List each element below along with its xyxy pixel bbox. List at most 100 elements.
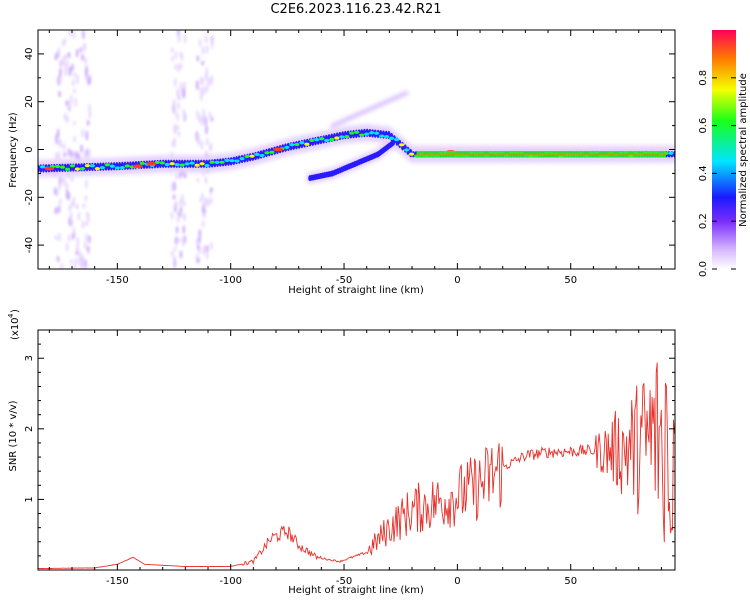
speckle-dot (174, 172, 178, 180)
snr-y-unit-exponent: 4 (7, 313, 15, 318)
hotspot (339, 135, 345, 139)
core-blob (672, 151, 675, 158)
speckle-dot (73, 88, 77, 94)
hotspot (179, 163, 185, 167)
speckle-dot (170, 250, 174, 257)
speckle-dot (80, 259, 84, 267)
speckle-dot (177, 131, 181, 137)
hotspot (299, 141, 305, 145)
colorbar-tick-label: 0.8 (698, 70, 709, 86)
hotspot (109, 164, 115, 168)
speckle-dot (75, 203, 79, 210)
speckle-dot (84, 179, 88, 189)
speckle-dot (68, 102, 72, 109)
speckle-dot (80, 143, 84, 154)
hotspot (39, 165, 46, 169)
spectrogram-heatmap (38, 30, 675, 269)
spectrogram-y-ticks: -40 -20 0 20 40 (24, 29, 675, 270)
speckle-dot (210, 38, 214, 49)
core-blob (391, 139, 396, 146)
spectrogram-hotspots (39, 130, 674, 171)
hotspot (219, 160, 225, 164)
hotspot (164, 162, 170, 167)
speckle-dot (210, 75, 214, 84)
speckle-dot (63, 151, 67, 158)
snr-y-unit: (x10 4 ) (7, 309, 21, 340)
hotspot (354, 130, 360, 134)
hotspot (69, 164, 76, 168)
speckle-dot (196, 243, 200, 251)
speckle-dot (60, 175, 64, 183)
hotspot (249, 154, 255, 158)
speckle-dot (73, 262, 77, 269)
hotspot (234, 159, 240, 163)
speckle-dot (72, 120, 76, 126)
speckle-dot (70, 175, 74, 183)
speckle-dot (202, 212, 206, 219)
speckle-dot (209, 187, 213, 193)
hotspot (99, 166, 105, 170)
snr-y-label: SNR (10 * v/v) (8, 400, 19, 471)
speckle-dot (81, 53, 85, 62)
speckle-dot (54, 234, 58, 241)
speckle-dot (200, 139, 204, 150)
speckle-dot (81, 220, 85, 230)
hotspot-peak (146, 162, 157, 166)
speckle-dot (170, 211, 174, 220)
speckle-dot (71, 78, 75, 87)
speckle-dot (199, 90, 203, 102)
hotspot (139, 161, 145, 165)
speckle-dot (79, 47, 83, 53)
spectrogram-y-tick-label: -20 (24, 189, 35, 205)
spectrogram-x-label: Height of straight line (km) (288, 285, 424, 296)
hotspot (204, 163, 210, 168)
spectrogram-x-tick-label: 0 (454, 275, 460, 286)
speckle-dot (60, 262, 64, 269)
hotspot (224, 158, 230, 162)
speckle-dot (58, 198, 62, 206)
speckle-dot (57, 46, 61, 57)
speckle-dot (204, 196, 208, 208)
speckle-dot (75, 48, 79, 58)
speckle-dot (197, 133, 201, 144)
snr-plot-area (38, 330, 675, 570)
hotspot-peak (273, 147, 284, 152)
speckle-dot (210, 116, 214, 122)
hotspot (54, 164, 61, 169)
speckle-dot (83, 240, 87, 250)
speckle-dot (172, 105, 176, 116)
speckle-dot (170, 181, 174, 192)
hotspot-peak (132, 164, 143, 169)
speckle-dot (174, 200, 178, 208)
speckle-dot (172, 254, 176, 263)
speckle-dot (65, 182, 69, 191)
speckle-dot (183, 112, 187, 121)
hotspot (319, 137, 325, 141)
hotspot (254, 152, 260, 157)
speckle-dot (198, 228, 202, 239)
hotspot (344, 135, 350, 139)
snr-panel: -150 -100 -50 0 50 1 2 3 Height of straight li… (7, 309, 676, 596)
hotspot (89, 164, 96, 168)
speckle-dot (57, 205, 61, 214)
speckle-dot (201, 220, 205, 228)
snr-x-tick-label: -50 (336, 576, 352, 587)
hotspot (229, 159, 235, 163)
hotspot (334, 136, 340, 140)
speckle-dot (179, 211, 183, 219)
speckle-dot (68, 204, 72, 212)
speckle-dot (67, 51, 71, 59)
speckle-dot (196, 177, 200, 183)
snr-series-line (38, 362, 675, 570)
hotspot (389, 136, 395, 140)
speckle-dot (58, 232, 62, 242)
hotspot (119, 165, 125, 170)
speckle-dot (170, 47, 174, 53)
speckle-dot (176, 87, 180, 98)
speckle-dot (179, 250, 183, 259)
speckle-dot (182, 90, 186, 99)
speckle-dot (198, 114, 202, 124)
speckle-dot (201, 60, 205, 66)
speckle-dot (179, 81, 183, 93)
speckle-dot (179, 206, 183, 213)
